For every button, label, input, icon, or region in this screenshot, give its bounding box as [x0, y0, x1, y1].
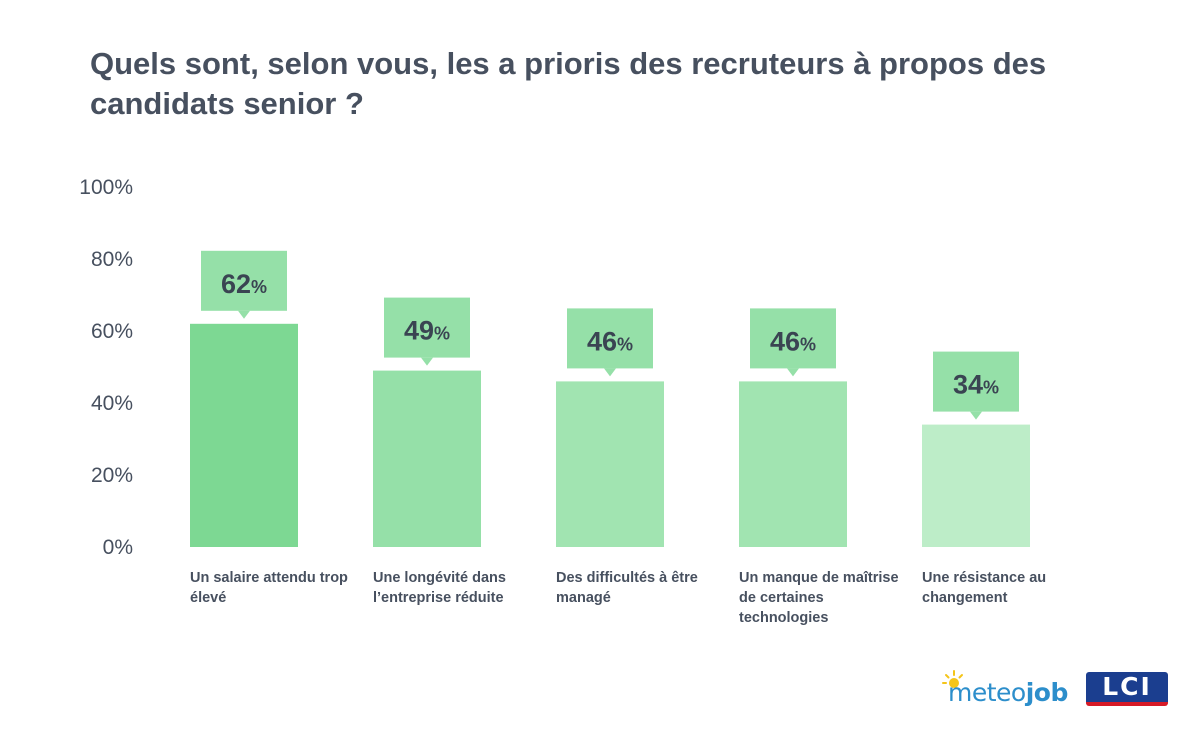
data-label-box	[750, 308, 836, 369]
data-label: 34%	[933, 351, 1019, 420]
bar	[922, 424, 1030, 547]
data-label-unit: %	[251, 277, 267, 297]
meteojob-logo-part1: meteo	[948, 678, 1026, 707]
data-label-box	[567, 308, 653, 369]
data-label-unit: %	[800, 334, 816, 354]
data-label-pointer	[787, 368, 799, 377]
bars	[190, 323, 1030, 547]
y-tick-label: 100%	[79, 176, 133, 199]
category-label: Un manque de maîtrise de certaines techn…	[739, 570, 899, 626]
data-label-unit: %	[983, 378, 999, 398]
data-labels: 62%49% 46% 46%34%	[201, 250, 1019, 420]
y-tick-label: 40%	[91, 392, 133, 415]
data-label-value: 34	[953, 370, 983, 400]
data-label-value: 62	[221, 269, 251, 299]
data-label-pointer	[604, 368, 616, 377]
y-axis: 0% 20% 40% 60% 80% 100%	[79, 176, 133, 559]
data-label-text: 62%	[221, 269, 267, 299]
data-label: 49%	[384, 297, 470, 366]
data-label-text: 46%	[770, 326, 816, 356]
bar	[190, 323, 298, 547]
category-label: Un salaire attendu trop élevé	[190, 570, 348, 606]
data-label: 46%	[567, 308, 653, 377]
data-label-unit: %	[617, 334, 633, 354]
y-tick-label: 60%	[91, 320, 133, 343]
data-label-text: 49%	[404, 316, 450, 346]
data-label-pointer	[970, 411, 982, 420]
data-label-unit: %	[434, 324, 450, 344]
data-label-value: 49	[404, 316, 434, 346]
meteojob-logo-part2: job	[1025, 678, 1069, 707]
logos: meteojob LCI	[940, 668, 1180, 712]
category-label: Des difficultés à être managé	[556, 570, 698, 606]
data-label-pointer	[421, 357, 433, 366]
category-label: Une résistance au changement	[922, 570, 1047, 606]
data-label-text: 46%	[587, 326, 633, 356]
data-label-pointer	[238, 310, 250, 319]
bar	[739, 381, 847, 547]
data-label: 62%	[201, 250, 287, 319]
data-label-text: 34%	[953, 370, 999, 400]
y-tick-label: 0%	[103, 536, 133, 559]
sun-icon	[942, 670, 963, 688]
data-label-box	[384, 297, 470, 358]
data-label-box	[933, 351, 1019, 412]
data-label-value: 46	[770, 326, 800, 356]
y-tick-label: 80%	[91, 248, 133, 271]
bar	[556, 381, 664, 547]
chart-title: Quels sont, selon vous, les a prioris de…	[90, 46, 1047, 121]
data-label: 46%	[750, 308, 836, 377]
bar	[373, 370, 481, 547]
y-tick-label: 20%	[91, 464, 133, 487]
data-label-value: 46	[587, 326, 617, 356]
lci-logo: LCI	[1086, 672, 1168, 706]
category-label: Une longévité dans l’entreprise réduite	[373, 570, 506, 606]
meteojob-logo: meteojob	[948, 678, 1068, 707]
data-label-box	[201, 250, 287, 311]
